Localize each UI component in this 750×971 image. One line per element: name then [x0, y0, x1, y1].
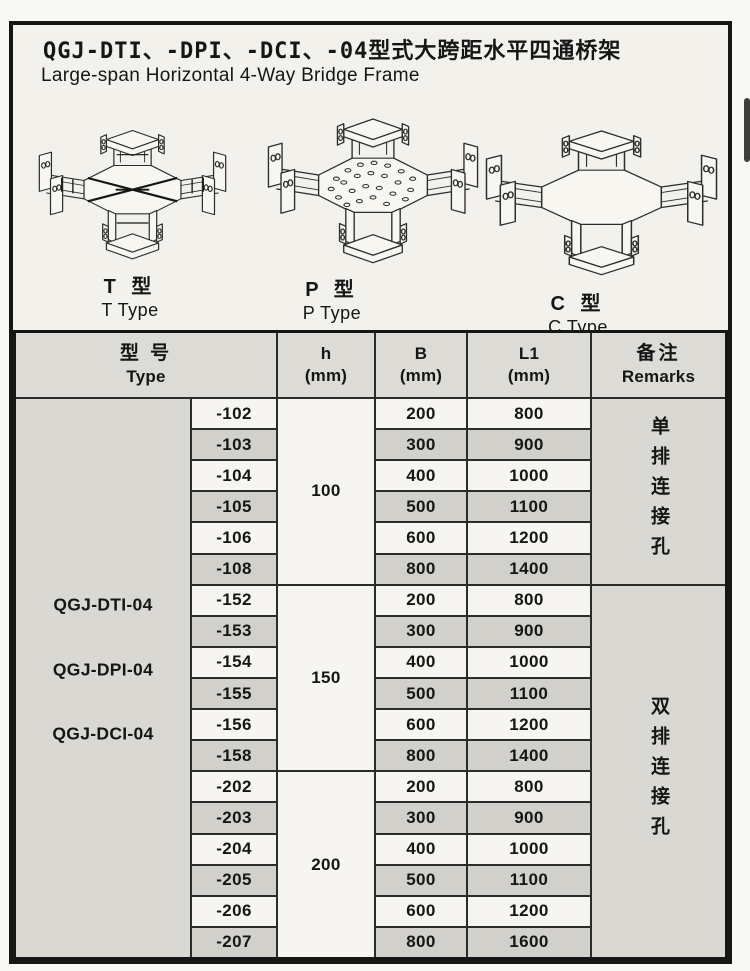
l1-cell: 800	[468, 585, 590, 615]
l1-cell: 1200	[468, 523, 590, 553]
remark-text: 双排连接孔	[648, 696, 669, 847]
b-cell: 800	[376, 741, 466, 771]
b-cell: 600	[376, 710, 466, 740]
suffix-cell: -105	[192, 492, 276, 522]
b-cell: 600	[376, 523, 466, 553]
suffix-cell: -204	[192, 834, 276, 864]
header-type-zh: 型 号	[119, 342, 173, 364]
t-type-label: T 型 T Type	[60, 270, 200, 321]
scan-smudge	[744, 98, 750, 162]
suffix-cell: -108	[192, 554, 276, 584]
b-cell: 400	[376, 461, 466, 491]
h-cell: 200	[278, 772, 374, 957]
l1-cell: 1100	[468, 492, 590, 522]
suffix-cell: -155	[192, 678, 276, 709]
header-remarks-zh: 备注	[636, 342, 681, 364]
l1-cell: 1000	[468, 647, 590, 677]
l1-cell: 1200	[468, 710, 590, 740]
l1-cell: 1400	[468, 554, 590, 584]
l1-cell: 1200	[468, 896, 590, 926]
t-type-label-zh: T 型	[103, 276, 157, 298]
l1-cell: 1400	[468, 741, 590, 771]
suffix-cell: -154	[192, 647, 276, 677]
l1-cell: 1100	[468, 865, 590, 895]
b-cell: 300	[376, 430, 466, 460]
l1-cell: 800	[468, 772, 590, 802]
l1-cell: 800	[468, 399, 590, 429]
suffix-cell: -205	[192, 865, 276, 895]
l1-cell: 1000	[468, 834, 590, 864]
header-h: h	[320, 343, 332, 363]
suffix-cell: -202	[192, 772, 276, 802]
remark-text: 单排连接孔	[648, 416, 669, 567]
suffix-cell: -103	[192, 430, 276, 460]
c-type-drawing	[475, 117, 728, 285]
header-b: B	[414, 343, 428, 363]
suffix-cell: -102	[192, 399, 276, 429]
remarks-cell: 单排连接孔	[592, 399, 725, 584]
b-cell: 600	[376, 896, 466, 926]
header-cell-l1: L1 (mm)	[468, 333, 590, 397]
header-cell-h: h (mm)	[278, 333, 374, 397]
header-type-en: Type	[126, 367, 166, 387]
header-cell-b: B (mm)	[376, 333, 466, 397]
page-frame: QGJ-DTI、-DPI、-DCI、-04型式大跨距水平四通桥架 Large-s…	[9, 21, 732, 964]
suffix-cell: -207	[192, 927, 276, 957]
model-names-cell: QGJ-DTI-04 QGJ-DPI-04 QGJ-DCI-04	[16, 399, 190, 957]
c-type-label-zh: C 型	[550, 293, 606, 315]
header-b-unit: (mm)	[399, 366, 443, 385]
header-l1-unit: (mm)	[507, 366, 551, 385]
p-type-label-zh: P 型	[305, 279, 359, 301]
model-name: QGJ-DCI-04	[52, 723, 154, 744]
model-name: QGJ-DPI-04	[52, 659, 154, 680]
suffix-cell: -153	[192, 616, 276, 646]
header-cell-remarks: 备注 Remarks	[592, 333, 725, 397]
b-cell: 500	[376, 492, 466, 522]
l1-cell: 900	[468, 616, 590, 646]
ladder-pattern	[61, 154, 204, 224]
b-cell: 300	[376, 616, 466, 646]
b-cell: 500	[376, 865, 466, 895]
l1-cell: 1600	[468, 927, 590, 957]
b-cell: 400	[376, 647, 466, 677]
h-cell: 150	[278, 585, 374, 771]
spec-table: 型 号 Type h (mm) B (mm) L1 (mm) 备注 Remark…	[13, 330, 728, 960]
t-type-label-en: T Type	[101, 300, 159, 320]
header-cell-type: 型 号 Type	[16, 333, 276, 397]
t-type-drawing	[30, 118, 235, 268]
b-cell: 800	[376, 554, 466, 584]
header-l1: L1	[518, 343, 540, 363]
b-cell: 200	[376, 772, 466, 802]
suffix-cell: -206	[192, 896, 276, 926]
b-cell: 200	[376, 399, 466, 429]
suffix-cell: -106	[192, 523, 276, 553]
l1-cell: 1000	[468, 461, 590, 491]
header-h-unit: (mm)	[304, 366, 348, 385]
p-type-drawing	[258, 105, 488, 273]
suffix-cell: -158	[192, 741, 276, 771]
l1-cell: 900	[468, 803, 590, 833]
suffix-cell: -203	[192, 803, 276, 833]
page-title: QGJ-DTI、-DPI、-DCI、-04型式大跨距水平四通桥架	[43, 39, 622, 64]
header-remarks-en: Remarks	[621, 367, 696, 387]
perforation-pattern	[327, 160, 417, 208]
b-cell: 400	[376, 834, 466, 864]
remarks-cell: 双排连接孔	[592, 585, 725, 957]
p-type-label-en: P Type	[302, 303, 362, 323]
page-subtitle: Large-span Horizontal 4-Way Bridge Frame	[41, 65, 420, 86]
suffix-cell: -152	[192, 585, 276, 615]
model-name: QGJ-DTI-04	[53, 594, 153, 615]
h-cell: 100	[278, 399, 374, 584]
suffix-cell: -104	[192, 461, 276, 491]
suffix-cell: -156	[192, 710, 276, 740]
b-cell: 200	[376, 585, 466, 615]
b-cell: 300	[376, 803, 466, 833]
l1-cell: 1100	[468, 678, 590, 709]
l1-cell: 900	[468, 430, 590, 460]
b-cell: 800	[376, 927, 466, 957]
b-cell: 500	[376, 678, 466, 709]
p-type-label: P 型 P Type	[262, 273, 402, 324]
